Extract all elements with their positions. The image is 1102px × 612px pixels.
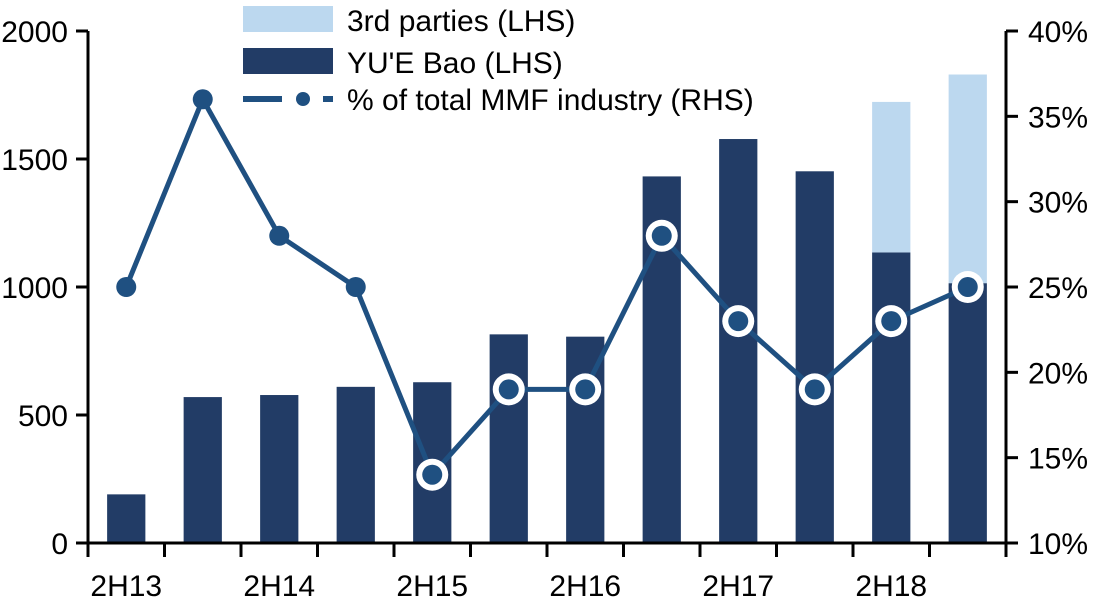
bar-yue-bao <box>949 283 987 543</box>
bar-yue-bao <box>184 397 222 543</box>
left-tick-label: 0 <box>51 528 68 561</box>
right-tick-label: 30% <box>1028 187 1088 220</box>
line-marker <box>269 226 289 246</box>
line-marker <box>575 379 595 399</box>
legend-label-mmf-share: % of total MMF industry (RHS) <box>347 84 754 117</box>
right-tick-label: 20% <box>1028 357 1088 390</box>
left-tick-label: 1000 <box>1 272 68 305</box>
right-axis-ticks: 10% 15% 20% 25% 30% 35% 40% <box>1006 16 1088 561</box>
left-tick-label: 500 <box>18 400 68 433</box>
x-tick-label: 2H17 <box>702 570 774 603</box>
line-marker <box>193 89 213 109</box>
bar-yue-bao <box>872 252 910 543</box>
bar-yue-bao <box>796 171 834 543</box>
line-marker <box>652 226 672 246</box>
legend-label-3rd-parties: 3rd parties (LHS) <box>347 5 575 38</box>
x-tick-label: 2H14 <box>243 570 315 603</box>
left-tick-label: 1500 <box>1 144 68 177</box>
x-axis-ticks: 2H13 2H14 2H15 2H16 2H17 2H18 <box>88 543 1006 603</box>
chart-container: 0 500 1000 1500 2000 10% 15% 20% 25% 30% 35% 40% 2… <box>0 0 1102 612</box>
mmf-market-share-chart: 0 500 1000 1500 2000 10% 15% 20% 25% 30% 35% 40% 2… <box>0 0 1102 612</box>
right-tick-label: 10% <box>1028 528 1088 561</box>
right-tick-label: 35% <box>1028 101 1088 134</box>
bar-yue-bao <box>107 494 145 543</box>
left-tick-label: 2000 <box>1 16 68 49</box>
bar-yue-bao <box>490 334 528 543</box>
x-tick-label: 2H18 <box>855 570 927 603</box>
x-tick-label: 2H13 <box>90 570 162 603</box>
line-marker <box>805 379 825 399</box>
legend-label-yue-bao: YU'E Bao (LHS) <box>347 47 563 80</box>
bar-3rd-parties <box>872 102 910 253</box>
line-marker <box>116 277 136 297</box>
line-marker <box>346 277 366 297</box>
legend-swatch-3rd-parties <box>243 6 333 32</box>
line-marker <box>728 311 748 331</box>
x-tick-label: 2H15 <box>396 570 468 603</box>
legend-swatch-yue-bao <box>243 48 333 74</box>
line-marker <box>499 379 519 399</box>
bar-yue-bao <box>337 387 375 543</box>
line-marker <box>958 277 978 297</box>
line-marker <box>422 465 442 485</box>
x-tick-label: 2H16 <box>549 570 621 603</box>
left-axis-ticks: 0 500 1000 1500 2000 <box>1 16 88 561</box>
right-tick-label: 40% <box>1028 16 1088 49</box>
line-marker <box>881 311 901 331</box>
right-tick-label: 25% <box>1028 272 1088 305</box>
bar-yue-bao <box>260 395 298 543</box>
bar-yue-bao <box>719 139 757 543</box>
right-tick-label: 15% <box>1028 443 1088 476</box>
bar-3rd-parties <box>949 75 987 284</box>
